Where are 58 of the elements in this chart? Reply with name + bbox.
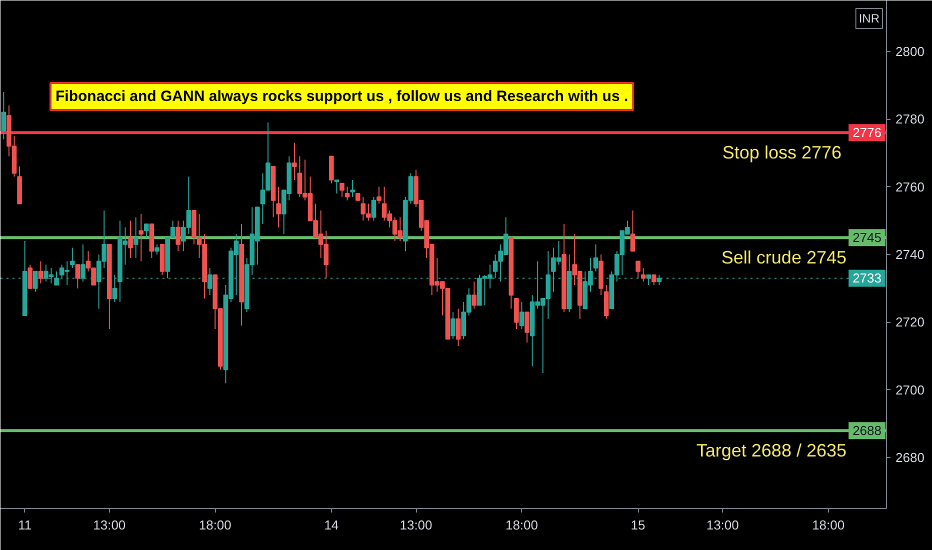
x-tick-label: 15 bbox=[630, 518, 646, 532]
ref-line-label: 2745 bbox=[852, 230, 882, 246]
x-tick-label: 18:00 bbox=[505, 518, 538, 532]
y-tick-label: 2800 bbox=[896, 44, 924, 59]
candlestick bbox=[276, 186, 281, 228]
candlestick bbox=[651, 274, 656, 286]
candlestick bbox=[176, 220, 181, 252]
candlestick bbox=[519, 301, 524, 330]
candlestick bbox=[646, 274, 652, 286]
candlestick bbox=[334, 179, 340, 194]
candlestick bbox=[524, 312, 530, 344]
candlestick bbox=[376, 186, 382, 204]
y-tick-label: 2720 bbox=[896, 314, 924, 330]
candlestick bbox=[133, 216, 138, 258]
candlestick bbox=[154, 244, 160, 255]
candlestick bbox=[636, 260, 640, 279]
annotation: Stop loss 2776 bbox=[722, 142, 842, 163]
candlestick bbox=[593, 244, 598, 272]
annotation: Target 2688 / 2635 bbox=[696, 440, 847, 461]
annotation: Fibonacci and GANN always rocks support us , follow us and Research with us . bbox=[56, 88, 628, 105]
candlestick bbox=[344, 186, 350, 201]
candlestick bbox=[128, 220, 133, 258]
candlestick bbox=[28, 264, 33, 289]
candlestick bbox=[70, 247, 75, 269]
x-tick-label: 13:00 bbox=[400, 518, 432, 532]
candlestick bbox=[604, 284, 609, 320]
y-tick-label: 2680 bbox=[896, 450, 924, 466]
candlestick bbox=[450, 312, 456, 340]
candlestick bbox=[371, 196, 376, 222]
ref-line-label: 2776 bbox=[852, 125, 882, 140]
candlestick bbox=[38, 260, 44, 284]
candlestick bbox=[630, 210, 636, 252]
candlestick bbox=[640, 268, 646, 282]
x-tick-label: 13:00 bbox=[93, 518, 126, 532]
y-tick-label: 2760 bbox=[896, 179, 924, 194]
candlestick bbox=[1, 91, 6, 140]
candlestick bbox=[329, 156, 334, 184]
candlestick bbox=[144, 224, 149, 238]
x-tick-label: 11 bbox=[18, 518, 32, 532]
ref-line-label: 2733 bbox=[852, 270, 882, 286]
x-tick-label: 13:00 bbox=[706, 518, 739, 532]
y-tick-label: 2780 bbox=[896, 112, 924, 127]
candlestick bbox=[456, 308, 461, 346]
candlestick bbox=[292, 142, 297, 180]
candlestick bbox=[472, 281, 477, 310]
y-tick-label: 2700 bbox=[896, 382, 924, 398]
candlestick bbox=[350, 179, 355, 198]
y-tick-label: 2740 bbox=[896, 247, 924, 262]
y-axis-title: INR bbox=[858, 12, 880, 26]
x-tick-label: 14 bbox=[324, 518, 339, 532]
candlestick bbox=[340, 182, 344, 198]
x-tick-label: 18:00 bbox=[812, 518, 845, 532]
annotation: Sell crude 2745 bbox=[721, 248, 847, 268]
x-tick-label: 18:00 bbox=[198, 518, 232, 532]
candlestick bbox=[138, 213, 144, 262]
candlestick bbox=[514, 298, 519, 330]
ref-line-label: 2688 bbox=[852, 423, 882, 438]
candlestick bbox=[75, 264, 80, 289]
